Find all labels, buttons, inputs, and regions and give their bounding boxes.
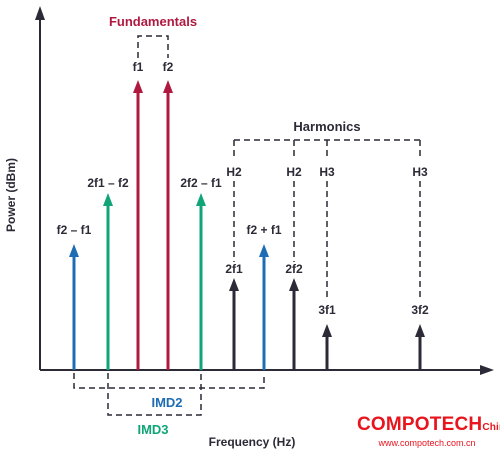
- tone-f2: [163, 80, 173, 370]
- fundamentals-label: Fundamentals: [109, 14, 197, 29]
- label-2f1-minus-f2: 2f1 – f2: [87, 176, 129, 190]
- harmonics-label: Harmonics: [293, 119, 360, 134]
- tone-2f1-minus-f2: [103, 193, 113, 370]
- label-h3-b: H3: [412, 165, 428, 179]
- x-axis-label: Frequency (Hz): [209, 435, 296, 449]
- label-f2-minus-f1: f2 – f1: [57, 223, 92, 237]
- tone-2f2-minus-f1: [196, 193, 206, 370]
- watermark-url: www.compotech.com.cn: [378, 438, 476, 448]
- axes: [35, 6, 494, 375]
- label-f2: f2: [163, 60, 174, 74]
- label-h2-b: H2: [286, 165, 302, 179]
- label-3f1: 3f1: [318, 303, 336, 317]
- tone-3f2: [415, 324, 425, 370]
- harmonics-bracket: [233, 139, 421, 300]
- compotech-watermark: COMPOTECHChina www.compotech.com.cn: [357, 414, 500, 449]
- y-axis-arrowhead: [35, 6, 45, 20]
- watermark-suffix: China: [482, 422, 500, 433]
- label-2f2-minus-f1: 2f2 – f1: [180, 176, 222, 190]
- y-axis-label: Power (dBm): [4, 158, 18, 232]
- label-h3-a: H3: [319, 165, 335, 179]
- label-2f1: 2f1: [225, 262, 243, 276]
- tone-f2-plus-f1: [259, 244, 269, 370]
- label-f1: f1: [133, 60, 144, 74]
- tone-2f1: [229, 278, 239, 370]
- imd3-label: IMD3: [137, 422, 168, 437]
- tone-2f2: [289, 278, 299, 370]
- x-axis-arrowhead: [480, 365, 494, 375]
- label-f2-plus-f1: f2 + f1: [246, 223, 281, 237]
- imd3-bracket: [107, 373, 202, 416]
- tone-f2-minus-f1: [69, 244, 79, 370]
- imd2-label: IMD2: [151, 395, 182, 410]
- watermark-brand: COMPOTECH: [357, 414, 483, 435]
- imd2-bracket: [73, 373, 265, 389]
- tone-f1: [133, 80, 143, 370]
- label-3f2: 3f2: [411, 303, 429, 317]
- label-h2-a: H2: [226, 165, 242, 179]
- label-2f2: 2f2: [285, 262, 303, 276]
- tone-3f1: [322, 324, 332, 370]
- fundamentals-bracket: [137, 35, 169, 58]
